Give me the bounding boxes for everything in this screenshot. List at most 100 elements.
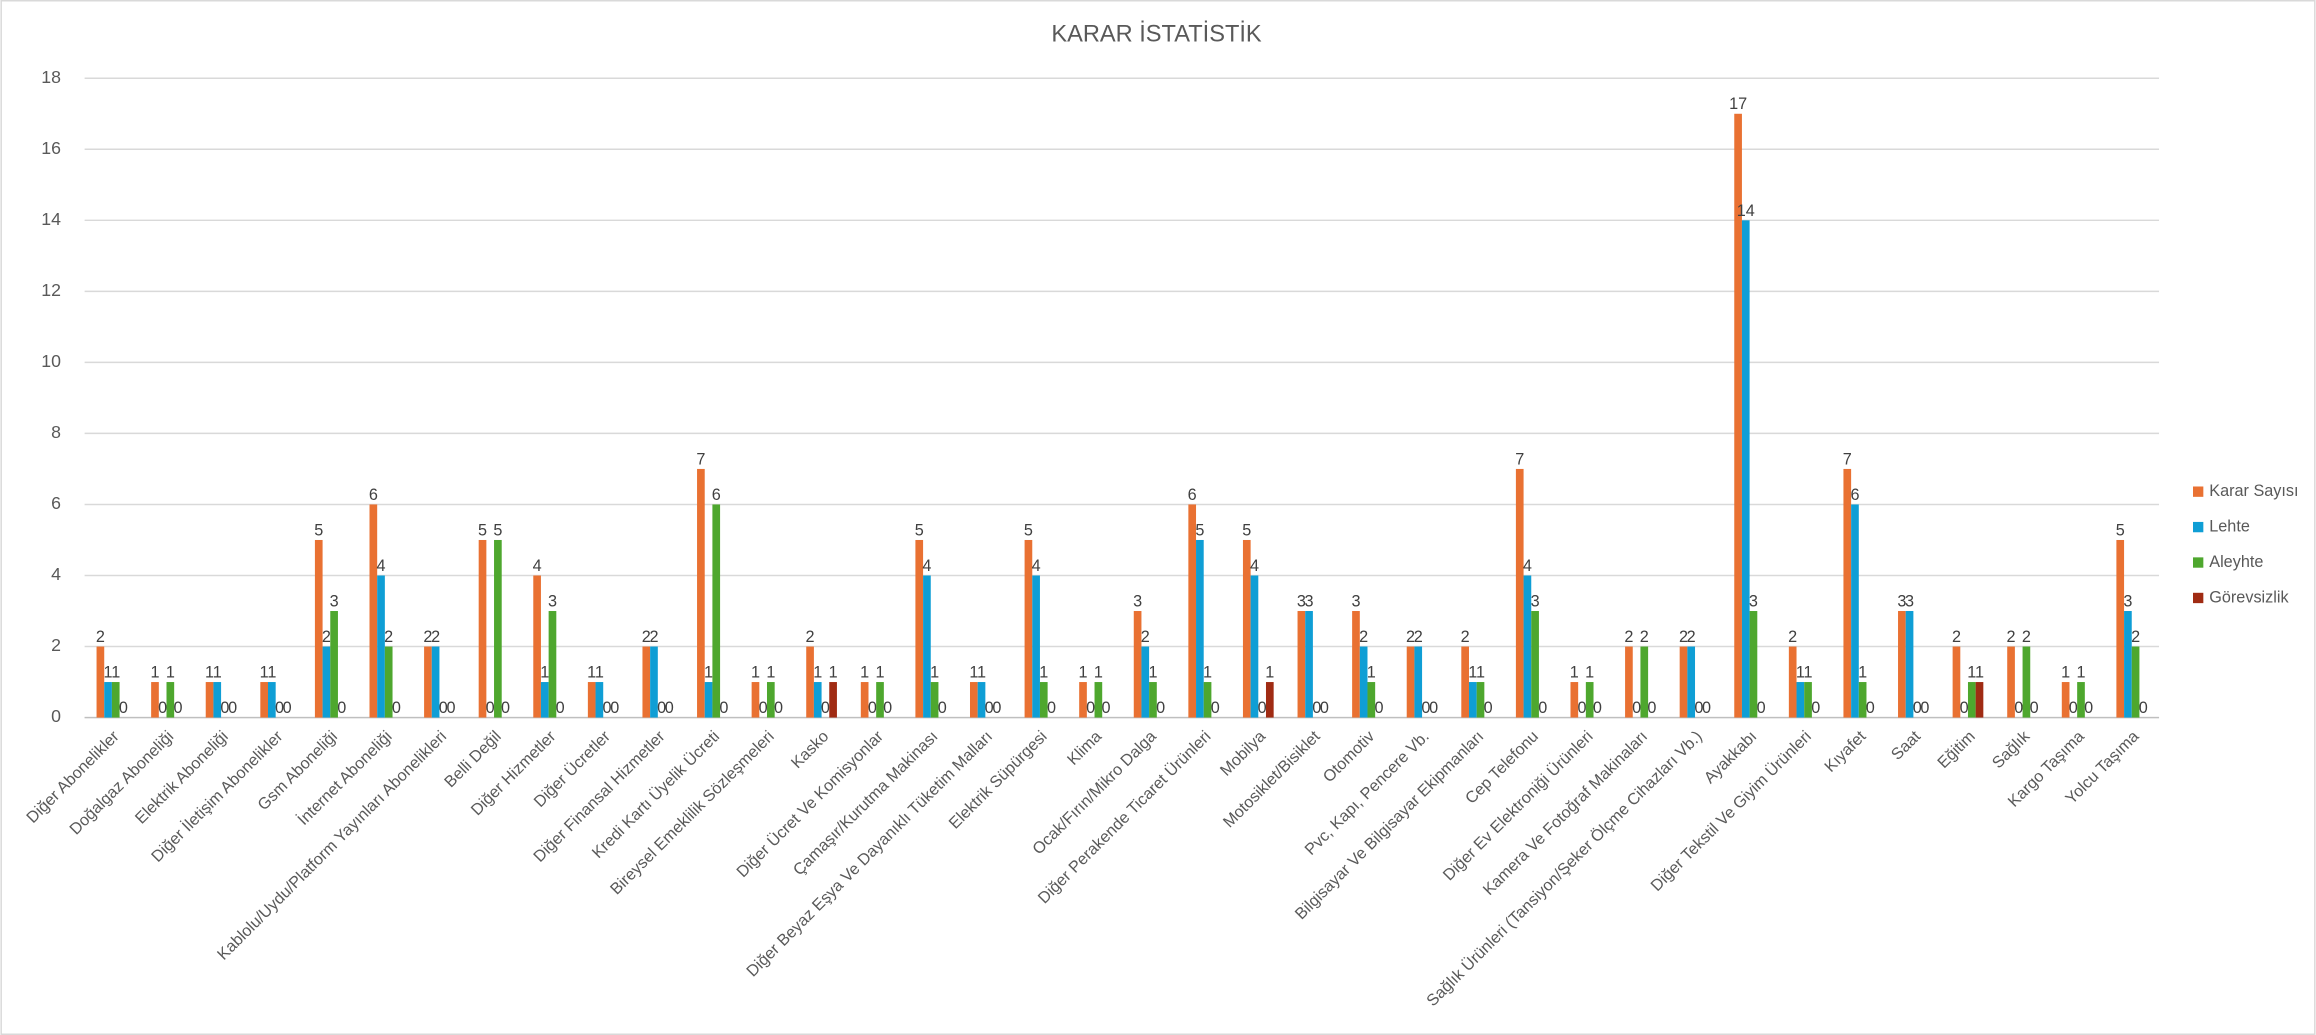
data-label: 2 bbox=[384, 628, 393, 646]
data-label: 6 bbox=[712, 486, 721, 504]
data-label: 0 bbox=[1920, 699, 1929, 717]
bar bbox=[424, 646, 432, 718]
bar bbox=[268, 682, 276, 718]
data-label: 4 bbox=[1032, 557, 1041, 575]
data-label: 5 bbox=[915, 521, 924, 539]
chart-title: KARAR İSTATİSTİK bbox=[1051, 21, 1262, 48]
bar bbox=[876, 682, 884, 718]
data-label: 3 bbox=[330, 592, 339, 610]
bar bbox=[1305, 611, 1313, 718]
data-label: 0 bbox=[992, 699, 1001, 717]
data-label: 4 bbox=[922, 557, 931, 575]
bar bbox=[860, 682, 869, 718]
data-label: 1 bbox=[977, 663, 986, 681]
bar bbox=[1133, 611, 1142, 718]
bar bbox=[1640, 646, 1649, 718]
data-label: 0 bbox=[1866, 699, 1875, 717]
data-label: 0 bbox=[439, 699, 448, 717]
data-label: 0 bbox=[392, 699, 401, 717]
data-label: 0 bbox=[2014, 699, 2023, 717]
data-label: 1 bbox=[751, 663, 760, 681]
data-label: 1 bbox=[2076, 663, 2085, 681]
bar bbox=[1796, 682, 1805, 718]
bar bbox=[2077, 682, 2085, 718]
data-label: 0 bbox=[774, 699, 783, 717]
bar bbox=[1265, 682, 1274, 718]
data-label: 5 bbox=[1024, 521, 1033, 539]
legend-swatch bbox=[2193, 486, 2204, 497]
data-label: 1 bbox=[1203, 663, 1212, 681]
bar bbox=[1359, 646, 1368, 718]
data-label: 3 bbox=[1305, 592, 1314, 610]
data-label: 7 bbox=[1515, 450, 1524, 468]
bar bbox=[96, 646, 105, 718]
data-label: 1 bbox=[1078, 663, 1087, 681]
data-label: 1 bbox=[595, 663, 604, 681]
data-label: 2 bbox=[2131, 628, 2140, 646]
bar bbox=[1749, 611, 1758, 718]
bar bbox=[384, 646, 393, 718]
data-label: 4 bbox=[533, 557, 542, 575]
data-label: 5 bbox=[2116, 521, 2125, 539]
data-label: 2 bbox=[1624, 628, 1633, 646]
data-label: 1 bbox=[267, 663, 276, 681]
data-label: 0 bbox=[883, 699, 892, 717]
data-label: 6 bbox=[1188, 486, 1197, 504]
bar bbox=[540, 682, 549, 718]
data-label: 1 bbox=[150, 663, 159, 681]
data-label: 0 bbox=[1429, 699, 1438, 717]
data-label: 2 bbox=[96, 628, 105, 646]
data-label: 0 bbox=[158, 699, 167, 717]
data-label: 2 bbox=[1141, 628, 1150, 646]
bar bbox=[1188, 504, 1197, 718]
data-label: 4 bbox=[1523, 557, 1532, 575]
data-label: 0 bbox=[1632, 699, 1641, 717]
bar bbox=[533, 575, 541, 718]
data-label: 3 bbox=[1297, 592, 1306, 610]
data-label: 7 bbox=[696, 450, 705, 468]
data-label: 1 bbox=[540, 663, 549, 681]
data-label: 2 bbox=[649, 628, 658, 646]
data-label: 3 bbox=[1531, 592, 1540, 610]
y-tick-label: 4 bbox=[51, 564, 61, 584]
bar bbox=[1523, 575, 1532, 718]
data-label: 7 bbox=[1843, 450, 1852, 468]
data-label: 1 bbox=[1367, 663, 1376, 681]
bar bbox=[322, 646, 331, 718]
data-label: 0 bbox=[446, 699, 455, 717]
data-label: 0 bbox=[2139, 699, 2148, 717]
bar bbox=[1843, 468, 1852, 718]
bar bbox=[704, 682, 713, 718]
data-label: 0 bbox=[1047, 699, 1056, 717]
bar bbox=[314, 539, 323, 718]
data-label: 2 bbox=[1679, 628, 1688, 646]
data-label: 0 bbox=[2069, 699, 2078, 717]
bar bbox=[697, 468, 705, 718]
bar bbox=[1203, 682, 1212, 718]
data-label: 2 bbox=[806, 628, 815, 646]
data-label: 0 bbox=[1913, 699, 1922, 717]
data-label: 1 bbox=[1148, 663, 1157, 681]
bar bbox=[1367, 682, 1376, 718]
bar bbox=[1905, 611, 1914, 718]
data-label: 2 bbox=[2022, 628, 2031, 646]
bar bbox=[1149, 682, 1157, 718]
data-label: 3 bbox=[2123, 592, 2132, 610]
bar bbox=[1079, 682, 1087, 718]
bar bbox=[330, 611, 338, 718]
data-label: 1 bbox=[813, 663, 822, 681]
data-label: 0 bbox=[1374, 699, 1383, 717]
y-tick-label: 6 bbox=[51, 493, 61, 513]
data-label: 2 bbox=[423, 628, 432, 646]
data-label: 2 bbox=[642, 628, 651, 646]
data-label: 2 bbox=[1461, 628, 1470, 646]
data-label: 3 bbox=[1351, 592, 1360, 610]
bar bbox=[1687, 646, 1696, 718]
data-label: 3 bbox=[1133, 592, 1142, 610]
legend-label: Lehte bbox=[2209, 517, 2250, 535]
data-label: 0 bbox=[556, 699, 565, 717]
data-label: 0 bbox=[1211, 699, 1220, 717]
data-label: 0 bbox=[1694, 699, 1703, 717]
data-label: 1 bbox=[1967, 663, 1976, 681]
data-label: 6 bbox=[1850, 486, 1859, 504]
